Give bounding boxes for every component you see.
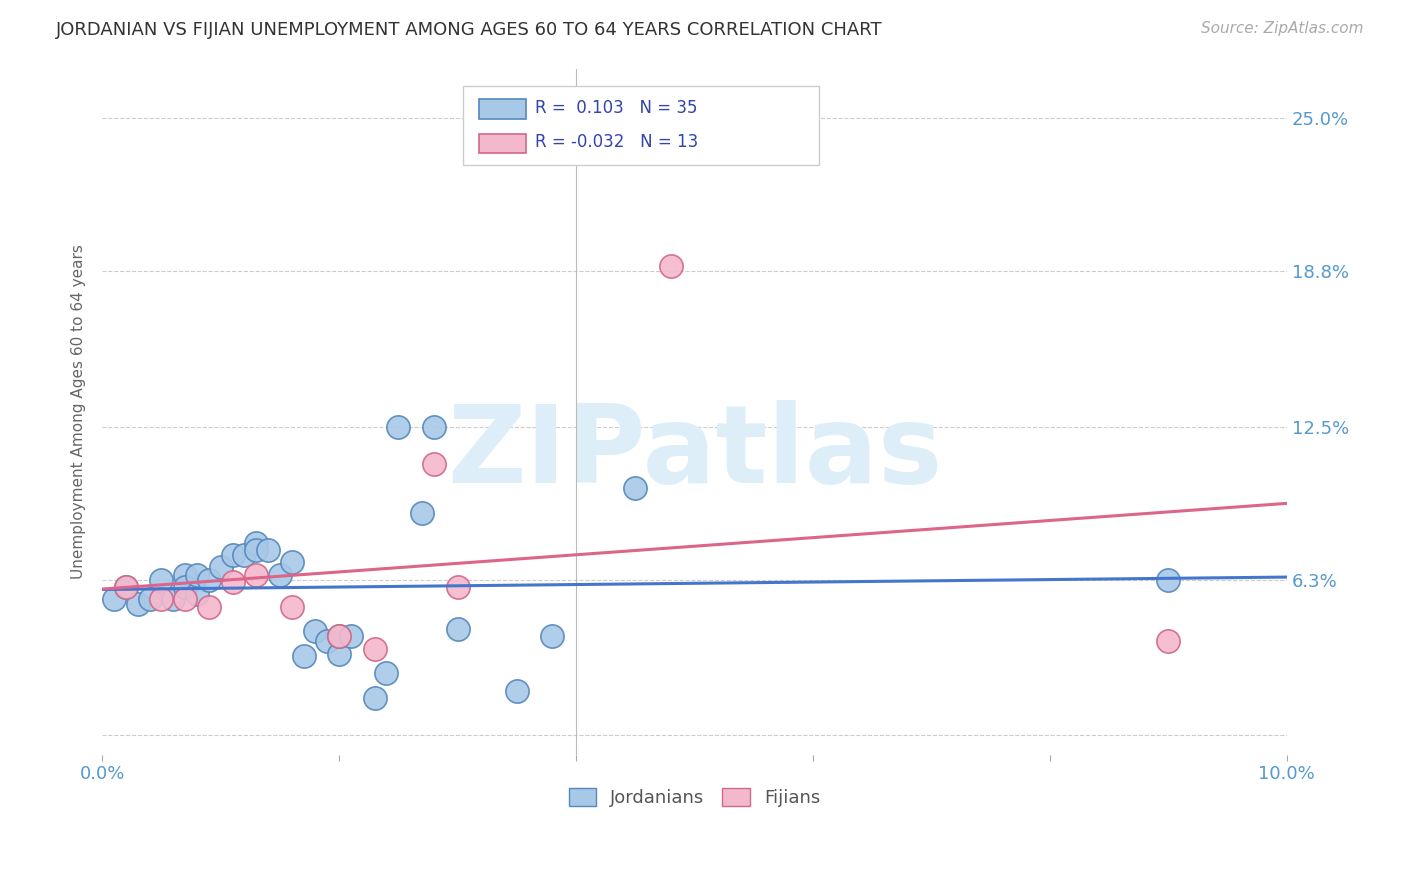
FancyBboxPatch shape — [479, 134, 526, 153]
Point — [280, 555, 302, 569]
Point — [115, 580, 138, 594]
Point — [328, 629, 350, 643]
Point — [1157, 573, 1180, 587]
Point — [198, 573, 221, 587]
Point — [328, 629, 350, 643]
Point — [541, 629, 564, 643]
Y-axis label: Unemployment Among Ages 60 to 64 years: Unemployment Among Ages 60 to 64 years — [72, 244, 86, 579]
Point — [127, 597, 149, 611]
Point — [375, 666, 398, 681]
Point — [1157, 634, 1180, 648]
Point — [221, 548, 243, 562]
Point — [340, 629, 363, 643]
Text: R = -0.032   N = 13: R = -0.032 N = 13 — [534, 133, 697, 151]
Point — [423, 419, 446, 434]
Point — [659, 259, 682, 273]
Point — [280, 599, 302, 614]
Point — [138, 592, 160, 607]
Point — [269, 567, 291, 582]
Text: JORDANIAN VS FIJIAN UNEMPLOYMENT AMONG AGES 60 TO 64 YEARS CORRELATION CHART: JORDANIAN VS FIJIAN UNEMPLOYMENT AMONG A… — [56, 21, 883, 39]
Point — [174, 567, 197, 582]
Text: R =  0.103   N = 35: R = 0.103 N = 35 — [534, 99, 697, 117]
Point — [387, 419, 409, 434]
Point — [423, 457, 446, 471]
Point — [316, 634, 339, 648]
Point — [233, 548, 256, 562]
Point — [186, 587, 208, 601]
Point — [506, 683, 529, 698]
Point — [174, 592, 197, 607]
Point — [328, 647, 350, 661]
Point — [292, 649, 315, 664]
Point — [363, 641, 385, 656]
Point — [162, 592, 184, 607]
Point — [198, 599, 221, 614]
Point — [150, 573, 173, 587]
Point — [209, 560, 232, 574]
FancyBboxPatch shape — [479, 99, 526, 119]
Point — [150, 592, 173, 607]
Point — [257, 543, 280, 558]
Point — [221, 575, 243, 590]
Text: Source: ZipAtlas.com: Source: ZipAtlas.com — [1201, 21, 1364, 37]
Point — [446, 580, 468, 594]
Point — [186, 567, 208, 582]
Point — [411, 506, 433, 520]
Point — [245, 543, 267, 558]
Point — [304, 624, 326, 639]
Legend: Jordanians, Fijians: Jordanians, Fijians — [561, 780, 828, 814]
Point — [446, 622, 468, 636]
Point — [174, 580, 197, 594]
Point — [245, 567, 267, 582]
Point — [103, 592, 125, 607]
Point — [115, 580, 138, 594]
Text: ZIPatlas: ZIPatlas — [447, 400, 942, 506]
Point — [245, 535, 267, 549]
Point — [363, 691, 385, 706]
FancyBboxPatch shape — [464, 86, 818, 165]
Point — [624, 481, 647, 495]
